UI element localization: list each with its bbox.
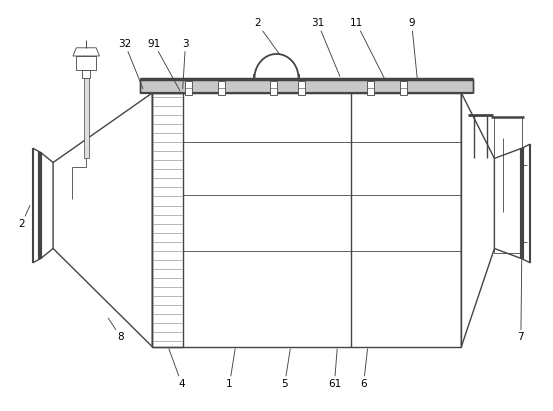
Text: 3: 3 xyxy=(182,39,189,89)
Text: 32: 32 xyxy=(118,39,143,89)
Bar xyxy=(185,81,192,95)
Text: 9: 9 xyxy=(408,18,417,78)
Text: 8: 8 xyxy=(108,318,124,342)
Polygon shape xyxy=(73,48,100,56)
Text: 7: 7 xyxy=(518,240,524,342)
Text: 2: 2 xyxy=(254,18,279,54)
Bar xyxy=(494,118,522,253)
Text: 4: 4 xyxy=(169,349,185,389)
Bar xyxy=(367,81,374,95)
Text: 6: 6 xyxy=(361,349,368,389)
Text: 61: 61 xyxy=(328,349,341,389)
Bar xyxy=(76,56,96,70)
Bar xyxy=(82,70,90,78)
Bar xyxy=(270,81,277,95)
Text: 31: 31 xyxy=(311,18,340,76)
Text: 91: 91 xyxy=(148,39,180,91)
Bar xyxy=(218,81,225,95)
Text: 11: 11 xyxy=(350,18,384,78)
Bar xyxy=(140,79,473,93)
Bar xyxy=(153,93,461,347)
Bar xyxy=(298,81,305,95)
Text: 1: 1 xyxy=(226,349,235,389)
Text: 5: 5 xyxy=(281,349,290,389)
Bar xyxy=(400,81,407,95)
Bar xyxy=(84,72,88,158)
Bar xyxy=(153,93,182,347)
Text: 2: 2 xyxy=(18,206,30,229)
